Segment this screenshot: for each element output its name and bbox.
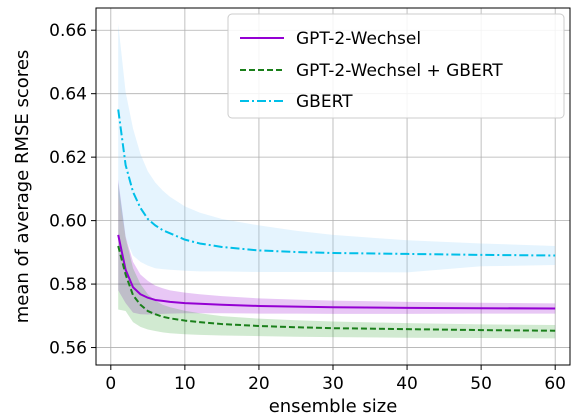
axis-ticks: 0 10 20 30 40 50 60 0.56 0.58 0.60 0.62 0.64 0.66 <box>49 21 566 394</box>
legend-box <box>227 13 565 119</box>
line-gbert <box>117 109 556 257</box>
legend-label-gpt2-wechsel: GPT-2-Wechsel <box>296 29 421 49</box>
y-tick-label: 0.58 <box>49 275 87 295</box>
x-tick-label: 20 <box>248 374 270 394</box>
y-axis-label: mean of average RMSE scores <box>12 50 33 324</box>
line-gpt2-wechsel <box>117 234 556 310</box>
series-lines <box>117 109 556 332</box>
x-tick-label: 0 <box>105 374 116 394</box>
legend: GPT-2-Wechsel GPT-2-Wechsel + GBERT GBER… <box>227 13 565 119</box>
y-tick-label: 0.66 <box>49 21 87 41</box>
line-gpt2-wechsel-gbert <box>117 245 556 332</box>
y-tick-label: 0.60 <box>49 212 87 232</box>
x-tick-label: 50 <box>470 374 492 394</box>
x-tick-label: 30 <box>322 374 344 394</box>
y-tick-label: 0.64 <box>49 85 87 105</box>
legend-label-gbert: GBERT <box>296 92 353 112</box>
x-tick-label: 10 <box>174 374 196 394</box>
y-tick-label: 0.56 <box>49 339 87 359</box>
x-axis-label: ensemble size <box>269 396 398 416</box>
band-gbert <box>118 23 556 273</box>
x-tick-label: 40 <box>396 374 418 394</box>
band-gpt2-wechsel-gbert <box>118 182 556 339</box>
y-tick-label: 0.62 <box>49 148 87 168</box>
x-tick-label: 60 <box>544 374 566 394</box>
legend-label-gpt2-wechsel-gbert: GPT-2-Wechsel + GBERT <box>296 61 503 81</box>
